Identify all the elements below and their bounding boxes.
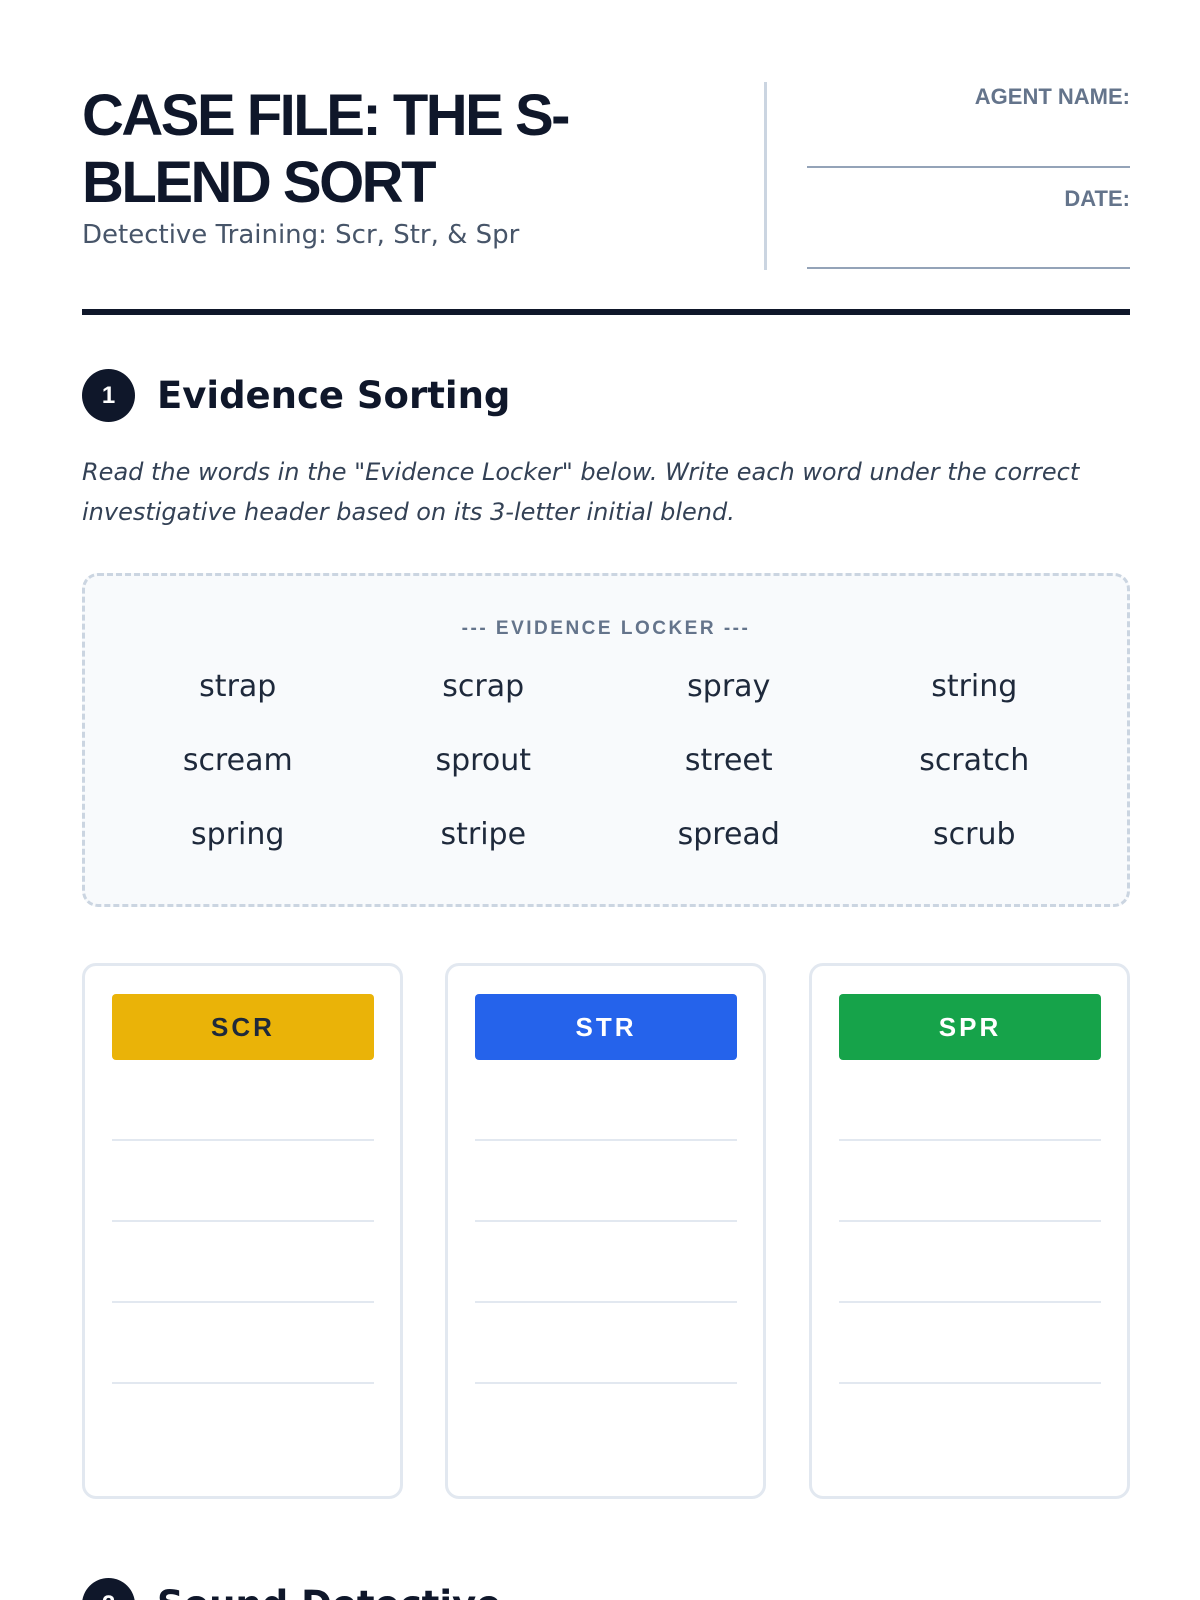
writing-line[interactable] [475, 1220, 737, 1222]
locker-title: --- EVIDENCE LOCKER --- [461, 618, 751, 639]
evidence-word: strap [199, 669, 277, 704]
writing-line[interactable] [839, 1139, 1101, 1141]
writing-line[interactable] [112, 1220, 374, 1222]
writing-line[interactable] [112, 1382, 374, 1384]
evidence-word: sprout [435, 743, 531, 778]
evidence-word: spread [677, 817, 780, 852]
evidence-word: scratch [919, 743, 1030, 778]
evidence-word: spring [191, 817, 285, 852]
evidence-word: street [684, 743, 773, 778]
agent-name-label: AGENT NAME: [974, 84, 1130, 109]
section-2-heading: 2 Sound Detective [82, 1578, 501, 1600]
sort-column-str: STR [445, 963, 766, 1499]
writing-line[interactable] [839, 1301, 1101, 1303]
column-header: SCR [112, 994, 374, 1060]
header-rule [82, 309, 1130, 315]
section-title: Evidence Sorting [157, 374, 511, 417]
writing-line[interactable] [475, 1139, 737, 1141]
evidence-word: string [931, 669, 1018, 704]
writing-line[interactable] [475, 1301, 737, 1303]
writing-line[interactable] [839, 1220, 1101, 1222]
writing-line[interactable] [112, 1301, 374, 1303]
sort-column-spr: SPR [809, 963, 1130, 1499]
column-header: STR [475, 994, 737, 1060]
evidence-word: stripe [440, 817, 527, 852]
date-label: DATE: [1064, 186, 1130, 211]
evidence-word: scrub [932, 817, 1016, 852]
section-number-badge: 2 [82, 1578, 135, 1600]
evidence-locker: --- EVIDENCE LOCKER --- strap scrap spray s… [82, 573, 1130, 907]
column-header: SPR [839, 994, 1101, 1060]
section-instructions: Read the words in the "Evidence Locker" … [82, 458, 1080, 526]
page-subtitle: Detective Training: Scr, Str, & Spr [82, 220, 520, 250]
sort-column-scr: SCR [82, 963, 403, 1499]
writing-line[interactable] [112, 1139, 374, 1141]
header-divider [764, 82, 767, 270]
writing-line[interactable] [475, 1382, 737, 1384]
agent-name-field[interactable] [807, 166, 1130, 168]
section-number-badge: 1 [82, 369, 135, 422]
evidence-word: spray [687, 669, 771, 704]
writing-line[interactable] [839, 1382, 1101, 1384]
evidence-word: scream [182, 743, 293, 778]
date-field[interactable] [807, 267, 1130, 269]
section-title: Sound Detective [157, 1583, 501, 1600]
page-title: CASE FILE: THE S-BLEND SORT [82, 83, 570, 215]
evidence-word: scrap [442, 669, 525, 704]
section-1-heading: 1 Evidence Sorting [82, 369, 510, 422]
